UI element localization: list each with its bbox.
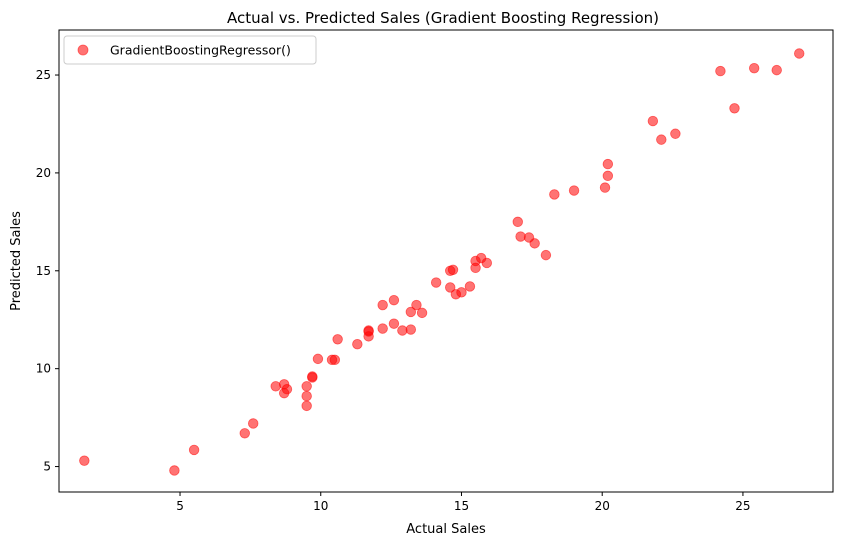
plot-area-frame [58, 29, 834, 493]
x-tick-label: 20 [595, 499, 610, 513]
data-point [549, 189, 560, 200]
data-point [377, 299, 388, 311]
data-point [329, 354, 341, 366]
legend-marker [77, 44, 89, 56]
data-point [602, 170, 614, 182]
data-point [447, 264, 459, 276]
data-point [270, 381, 281, 392]
x-tick-label: 15 [454, 499, 469, 513]
data-point [464, 281, 476, 292]
data-point [363, 331, 374, 342]
data-point [656, 134, 667, 145]
data-point [647, 115, 659, 127]
data-point [416, 307, 428, 319]
legend: GradientBoostingRegressor() [63, 35, 317, 65]
data-point [248, 418, 259, 429]
y-tick-label: 20 [36, 166, 51, 180]
x-axis: 5 10 15 20 25 [176, 492, 751, 513]
data-point [599, 182, 611, 193]
data-point [512, 216, 523, 228]
data-point [481, 257, 493, 269]
x-axis-label: Actual Sales [406, 522, 486, 537]
data-point [301, 381, 312, 392]
data-point [715, 65, 726, 77]
data-point [794, 48, 805, 59]
data-point [307, 372, 318, 383]
data-point [388, 294, 400, 306]
x-tick-label: 25 [735, 499, 750, 513]
data-point [602, 158, 614, 170]
y-tick-label: 15 [36, 264, 51, 278]
x-tick-label: 5 [176, 499, 184, 513]
y-tick-label: 5 [43, 460, 51, 474]
data-point [388, 318, 400, 329]
data-point [301, 390, 312, 402]
data-point [301, 400, 312, 412]
data-point [540, 249, 552, 261]
data-point [169, 465, 180, 476]
data-point [239, 428, 250, 439]
data-point [470, 262, 481, 274]
y-tick-label: 25 [36, 68, 51, 82]
data-point [188, 444, 200, 456]
data-point [670, 128, 681, 139]
y-axis: 5 10 15 20 25 [36, 68, 59, 474]
data-point [445, 282, 456, 293]
data-points [79, 48, 805, 476]
data-point [748, 62, 760, 74]
data-point [281, 384, 293, 395]
data-point [771, 64, 782, 76]
data-point [456, 287, 467, 298]
data-point [405, 306, 417, 318]
data-point [352, 338, 363, 350]
data-point [568, 185, 580, 196]
data-point [729, 103, 740, 114]
legend-box [63, 35, 317, 65]
data-point [529, 238, 540, 249]
data-point [411, 299, 422, 311]
data-point [430, 277, 442, 288]
y-axis-label: Predicted Sales [9, 211, 24, 311]
data-point [79, 455, 90, 466]
data-point [405, 324, 417, 335]
x-tick-label: 10 [313, 499, 328, 513]
y-tick-label: 10 [36, 362, 51, 376]
legend-label: GradientBoostingRegressor() [110, 43, 291, 58]
data-point [312, 353, 324, 365]
data-point [332, 334, 343, 345]
chart-title: Actual vs. Predicted Sales (Gradient Boo… [227, 9, 659, 27]
data-point [377, 323, 388, 334]
